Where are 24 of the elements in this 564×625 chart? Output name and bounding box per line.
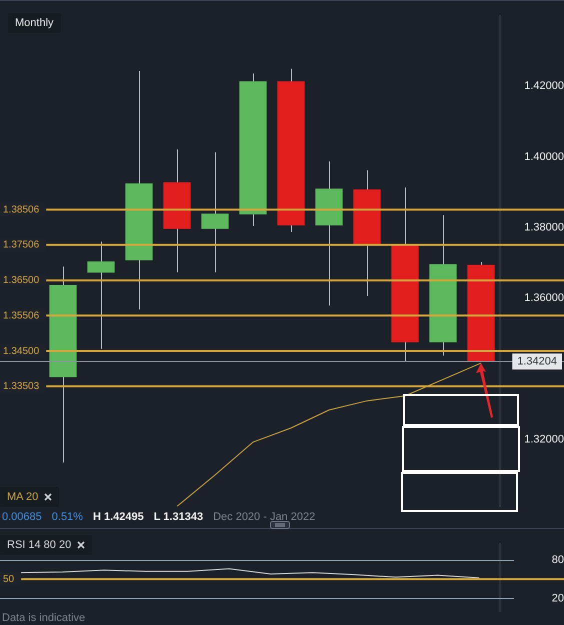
y-tick-label: 1.40000 xyxy=(524,150,564,163)
y-tick-label: 80 xyxy=(552,554,564,566)
ref-line-label: 1.35506 xyxy=(3,310,40,322)
ref-line-label: 1.34500 xyxy=(3,346,40,357)
text: Data is indicative xyxy=(2,612,86,624)
ref-line-label: 1.37506 xyxy=(3,240,40,251)
text: MA 20 xyxy=(7,491,38,503)
ref-line-label: 50 xyxy=(3,574,15,585)
ref-line-label: 1.36500 xyxy=(3,275,40,286)
legend-label: RSI 14 80 20 xyxy=(7,539,72,551)
y-tick-label: 1.32000 xyxy=(524,433,564,446)
y-tick-label: 20 xyxy=(552,592,564,605)
y-tick-label: 1.42000 xyxy=(524,80,564,92)
chart-title: Monthly xyxy=(8,13,61,33)
ref-line-label: 1.33503 xyxy=(3,380,40,392)
ref-line-label: 1.38506 xyxy=(3,204,40,216)
text: 0.00685 xyxy=(2,511,42,523)
y-tick-label: 1.36000 xyxy=(524,292,564,304)
annotation: 1.34204 xyxy=(517,356,558,368)
text: Dec 2020 - Jan 2022 xyxy=(213,511,316,523)
text: 0.51% xyxy=(52,511,83,523)
text: H 1.42495 xyxy=(92,511,144,523)
text: L 1.31343 xyxy=(154,511,204,523)
y-tick-label: 1.38000 xyxy=(524,221,564,234)
